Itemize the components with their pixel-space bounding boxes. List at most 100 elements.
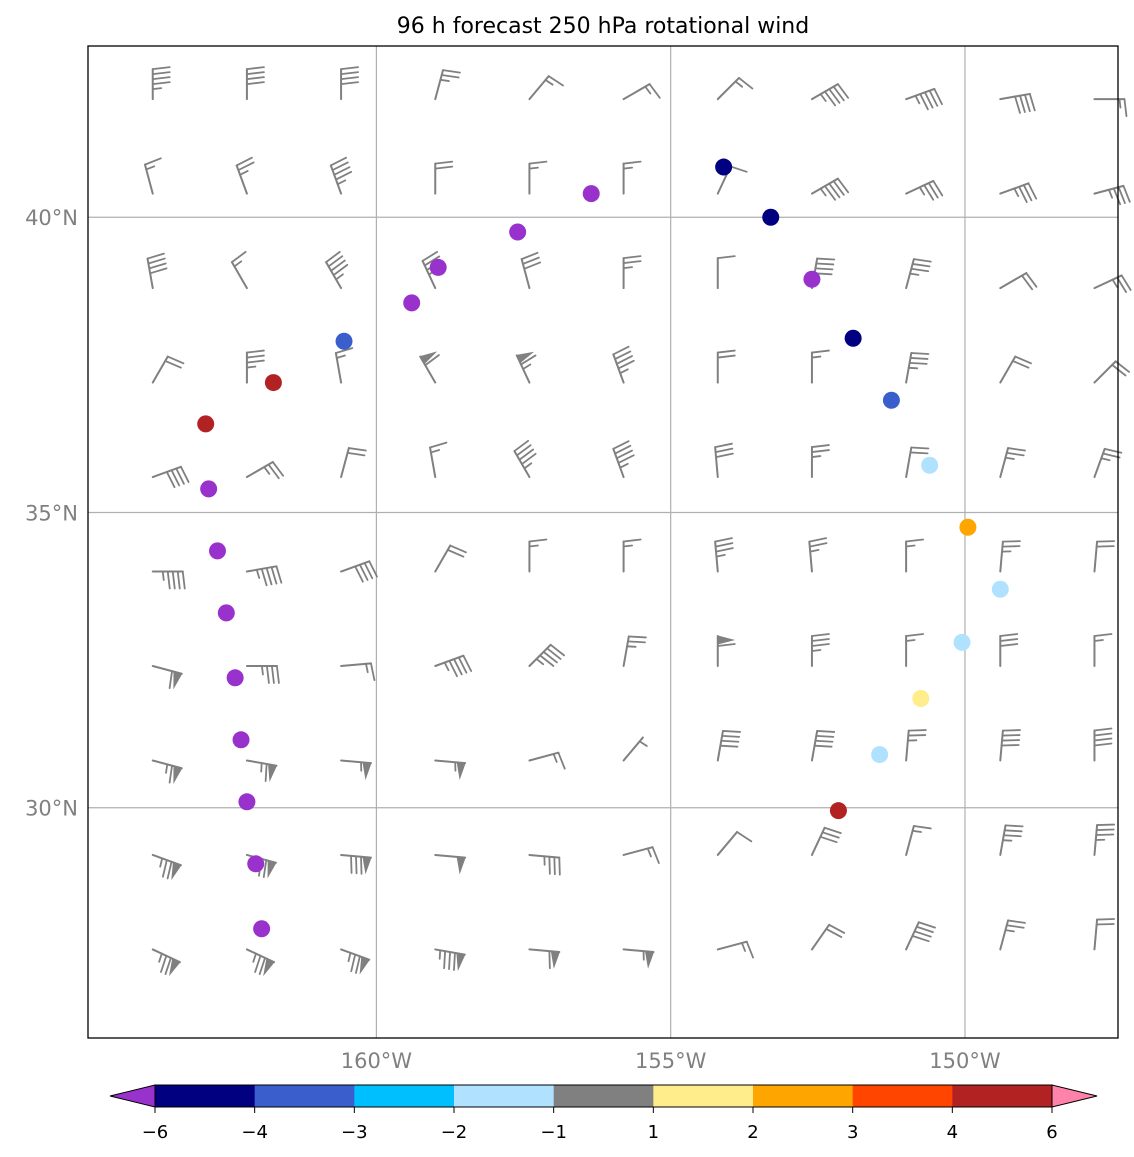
barb-full	[716, 643, 736, 647]
barb-full	[521, 452, 537, 465]
track-marker	[871, 746, 889, 764]
colorbar-tick-label: 1	[648, 1122, 659, 1143]
barb-full	[614, 350, 632, 360]
wind-barb	[329, 156, 353, 195]
barb-full	[622, 255, 642, 259]
wind-barb	[146, 252, 168, 290]
barb-full	[423, 255, 441, 267]
track-marker	[829, 802, 847, 820]
barb-full	[1005, 451, 1025, 457]
barb-full	[1024, 93, 1031, 113]
barb-half	[165, 763, 169, 774]
barb-full	[1018, 185, 1028, 203]
barb-full	[168, 670, 173, 690]
wind-barb	[434, 853, 467, 875]
wind-barb	[1093, 918, 1116, 951]
barb-full	[266, 665, 270, 684]
barb-flag	[362, 856, 372, 875]
barb-half	[1118, 98, 1122, 109]
barb-full	[270, 566, 278, 585]
barb-half	[644, 85, 652, 95]
wind-barb	[999, 824, 1024, 856]
barb-full	[617, 454, 635, 464]
wind-barb	[905, 824, 932, 856]
colorbar-segment	[254, 1085, 355, 1107]
wind-barb	[340, 447, 367, 479]
wind-barb	[151, 355, 185, 384]
wind-barb	[905, 921, 936, 951]
barb-full	[999, 643, 1019, 647]
barb-full	[1095, 923, 1115, 926]
wind-barb	[151, 665, 183, 690]
barb-full	[271, 461, 285, 477]
barb-full	[815, 734, 835, 738]
barb-half	[619, 462, 629, 469]
barb-half	[528, 166, 539, 170]
barb-full	[231, 250, 247, 264]
barb-full	[542, 650, 558, 664]
wind-barb	[235, 156, 255, 195]
barb-full	[745, 940, 754, 959]
barb-full	[334, 347, 354, 354]
wind-barb	[340, 759, 372, 780]
barb-full	[911, 934, 930, 943]
barb-full	[811, 633, 830, 637]
barb-flag	[644, 950, 655, 969]
wind-barb	[434, 544, 467, 573]
wind-barb	[245, 948, 276, 977]
barb-full	[546, 647, 562, 660]
latitude-labels: 40°N 35°N 30°N	[25, 206, 78, 820]
barb-full	[905, 538, 925, 543]
barb-full	[919, 93, 929, 111]
wind-barb	[714, 442, 734, 479]
colorbar-tick-label: 6	[1046, 1122, 1057, 1143]
barb-full	[1014, 95, 1021, 114]
colorbar-segment	[454, 1085, 555, 1107]
barb-full	[1007, 447, 1026, 452]
wind-barb	[905, 538, 925, 573]
barb-full	[520, 251, 539, 261]
barb-half	[365, 662, 369, 674]
barb-full	[651, 846, 660, 864]
barb-half	[347, 951, 352, 963]
barb-full	[237, 161, 255, 172]
wind-barb	[340, 853, 372, 875]
barb-full	[513, 439, 530, 452]
barb-full	[165, 471, 176, 489]
wind-barb	[1093, 823, 1116, 856]
barb-half	[535, 658, 545, 666]
barb-full	[648, 83, 661, 99]
barb-full	[151, 71, 171, 76]
barb-full	[548, 855, 551, 875]
wind-barb	[528, 75, 564, 101]
track-marker	[429, 258, 447, 276]
barb-full	[448, 659, 458, 678]
wind-barb	[622, 160, 642, 195]
wind-barb	[325, 250, 349, 290]
barb-full	[246, 359, 265, 364]
barb-full	[1122, 184, 1131, 203]
track-marker	[762, 208, 780, 226]
barb-half	[1004, 929, 1015, 933]
barb-half	[914, 94, 921, 105]
barb-half	[918, 186, 926, 196]
barb-full	[811, 643, 830, 647]
barb-full	[448, 951, 451, 971]
barb-full	[615, 355, 633, 365]
barb-flag	[717, 635, 736, 645]
barb-full	[329, 156, 348, 167]
barb-full	[1093, 633, 1113, 637]
barb-half	[261, 665, 264, 676]
barb-half	[430, 449, 441, 454]
track-marker	[582, 185, 600, 203]
wind-barb	[434, 948, 466, 971]
barb-flag	[550, 950, 561, 969]
colorbar-segment	[553, 1085, 654, 1107]
wind-barb	[434, 654, 473, 678]
colorbar-tick-label: −3	[341, 1122, 368, 1143]
wind-barb	[151, 465, 190, 489]
track-marker	[247, 855, 265, 873]
barb-full	[837, 83, 850, 99]
barb-full	[166, 570, 171, 590]
barb-half	[523, 462, 533, 470]
